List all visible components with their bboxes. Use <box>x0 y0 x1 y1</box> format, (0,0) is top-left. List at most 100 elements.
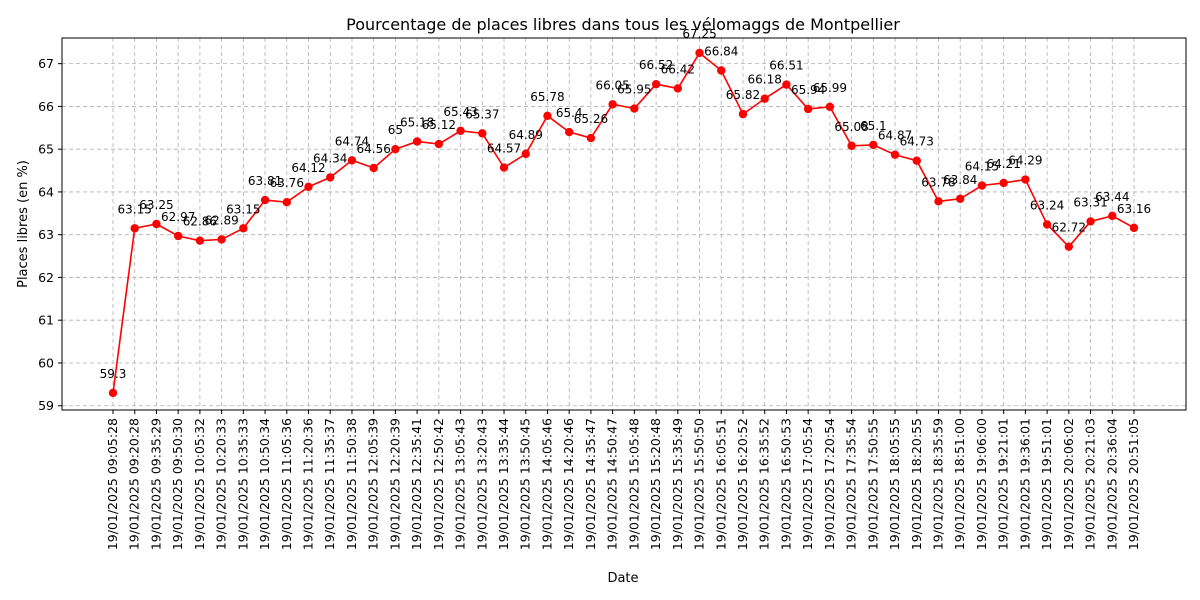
data-point <box>1064 242 1074 251</box>
data-point <box>869 140 878 150</box>
data-point <box>717 66 726 75</box>
x-tick-label: 19/01/2025 11:20:36 <box>301 418 316 550</box>
data-label: 65.4 <box>556 106 583 120</box>
data-label: 63.31 <box>1073 195 1107 209</box>
data-point <box>195 236 205 245</box>
data-label: 65.78 <box>530 90 564 104</box>
data-point <box>521 149 530 159</box>
data-label: 67.25 <box>682 27 716 41</box>
data-label: 66.84 <box>704 44 738 58</box>
x-tick-label: 19/01/2025 20:21:03 <box>1083 418 1098 550</box>
x-tick-label: 19/01/2025 19:51:01 <box>1039 418 1054 550</box>
data-point <box>608 100 617 109</box>
x-tick-label: 19/01/2025 10:35:33 <box>235 418 250 550</box>
data-label: 64.57 <box>487 142 521 156</box>
y-tick-label: 62 <box>38 270 54 285</box>
x-tick-label: 19/01/2025 15:35:49 <box>670 418 685 550</box>
data-point <box>456 126 465 135</box>
data-label: 63.44 <box>1095 190 1129 204</box>
x-tick-label: 19/01/2025 18:35:59 <box>930 418 945 550</box>
data-label: 59.3 <box>100 367 127 381</box>
x-tick-label: 19/01/2025 13:50:45 <box>518 418 533 550</box>
x-tick-label: 19/01/2025 20:36:04 <box>1104 418 1119 550</box>
data-point <box>760 94 769 103</box>
data-point <box>825 102 835 112</box>
data-point <box>369 163 378 173</box>
x-tick-label: 19/01/2025 11:50:38 <box>344 418 359 550</box>
data-point <box>239 224 248 233</box>
data-label: 65.99 <box>813 81 847 95</box>
y-tick-label: 65 <box>38 142 54 157</box>
x-tick-label: 19/01/2025 11:35:37 <box>322 418 337 550</box>
x-tick-label: 19/01/2025 16:20:52 <box>735 418 750 550</box>
data-point <box>391 144 400 154</box>
data-point <box>499 163 509 172</box>
y-tick-label: 60 <box>38 355 54 370</box>
data-label: 65.18 <box>400 115 434 129</box>
x-tick-label: 19/01/2025 12:50:42 <box>431 418 446 550</box>
y-tick-label: 61 <box>38 313 54 328</box>
x-tick-label: 19/01/2025 13:35:44 <box>496 418 511 550</box>
x-tick-label: 19/01/2025 10:50:34 <box>257 418 272 550</box>
x-tick-label: 19/01/2025 14:20:46 <box>561 418 576 550</box>
data-point <box>630 104 639 113</box>
x-tick-label: 19/01/2025 14:50:47 <box>605 418 620 550</box>
data-label: 63.76 <box>270 176 304 190</box>
x-tick-label: 19/01/2025 20:06:02 <box>1061 418 1076 550</box>
data-point <box>304 182 313 191</box>
data-label: 62.97 <box>161 210 195 224</box>
data-point <box>651 79 661 89</box>
data-label: 65.94 <box>791 83 825 97</box>
data-point <box>890 150 900 159</box>
x-tick-label: 19/01/2025 11:05:36 <box>279 418 294 550</box>
x-tick-label: 19/01/2025 14:05:46 <box>539 418 554 550</box>
data-label: 63.16 <box>1117 202 1151 216</box>
data-label: 62.86 <box>183 215 217 229</box>
x-tick-label: 19/01/2025 17:20:54 <box>822 418 837 550</box>
x-axis-label: Date <box>607 571 638 586</box>
x-tick-label: 19/01/2025 19:21:01 <box>996 418 1011 550</box>
x-tick-label: 19/01/2025 12:05:39 <box>366 418 381 550</box>
data-label: 64.87 <box>878 129 912 143</box>
data-point <box>217 235 226 244</box>
data-label: 64.56 <box>357 142 391 156</box>
data-point <box>673 84 683 93</box>
data-point <box>108 388 118 398</box>
data-point <box>478 129 487 138</box>
data-point <box>695 48 704 58</box>
data-point <box>956 194 965 203</box>
data-point <box>999 178 1008 188</box>
x-tick-label: 19/01/2025 13:20:43 <box>474 418 489 550</box>
data-label: 65.82 <box>726 88 760 102</box>
data-label: 65.08 <box>834 120 868 134</box>
data-label: 64.12 <box>291 161 325 175</box>
data-label: 65.43 <box>443 105 477 119</box>
data-label: 65.37 <box>465 107 499 121</box>
data-point <box>564 127 574 137</box>
series-polyline <box>112 51 1135 394</box>
data-label: 63.15 <box>226 202 260 216</box>
x-tick-label: 19/01/2025 16:50:53 <box>778 418 793 550</box>
data-point <box>326 173 335 182</box>
data-label: 63.15 <box>118 202 152 216</box>
data-point <box>1042 220 1052 229</box>
data-point <box>934 197 943 206</box>
x-tick-label: 19/01/2025 17:50:55 <box>865 418 880 550</box>
data-label: 64.21 <box>986 157 1020 171</box>
data-point <box>130 224 139 233</box>
y-axis: 59 60 61 62 63 64 65 66 67 <box>38 56 62 413</box>
y-tick-label: 67 <box>38 56 54 71</box>
x-tick-label: 19/01/2025 12:20:39 <box>387 418 402 550</box>
data-point <box>977 181 987 190</box>
data-label: 66.52 <box>639 58 673 72</box>
x-tick-label: 19/01/2025 14:35:47 <box>583 418 598 550</box>
data-label: 64.74 <box>335 134 369 148</box>
data-point <box>434 139 444 149</box>
data-label: 62.89 <box>204 213 238 227</box>
data-label: 63.81 <box>248 174 282 188</box>
x-tick-label: 19/01/2025 13:05:43 <box>453 418 468 550</box>
x-tick-label: 19/01/2025 15:05:48 <box>626 418 641 550</box>
data-label: 65.1 <box>860 119 887 133</box>
